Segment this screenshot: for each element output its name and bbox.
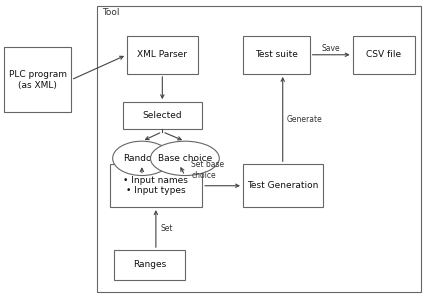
Ellipse shape <box>113 141 171 176</box>
Text: Selected: Selected <box>142 111 182 120</box>
Bar <box>97 6 421 292</box>
Text: CSV file: CSV file <box>366 50 401 59</box>
Text: Generate: Generate <box>287 115 323 124</box>
Text: Ranges: Ranges <box>133 260 166 269</box>
Text: Random: Random <box>123 154 160 163</box>
Text: Test suite: Test suite <box>255 50 298 59</box>
Text: Set base
choice: Set base choice <box>191 160 224 180</box>
Text: PLC program
(as XML): PLC program (as XML) <box>9 70 67 90</box>
Ellipse shape <box>150 141 219 176</box>
Bar <box>243 36 310 74</box>
Bar <box>243 164 322 207</box>
Text: Tool: Tool <box>102 8 120 17</box>
Text: Save: Save <box>322 44 341 53</box>
Bar <box>114 250 185 280</box>
Text: Set: Set <box>160 224 173 233</box>
Bar <box>110 164 202 207</box>
Text: • Input names
• Input types: • Input names • Input types <box>123 176 188 195</box>
Bar <box>123 102 202 129</box>
Text: Test Generation: Test Generation <box>247 181 318 190</box>
Bar <box>127 36 198 74</box>
Text: XML Parser: XML Parser <box>137 50 187 59</box>
Bar <box>353 36 415 74</box>
Bar <box>4 47 71 112</box>
Text: Base choice: Base choice <box>158 154 212 163</box>
